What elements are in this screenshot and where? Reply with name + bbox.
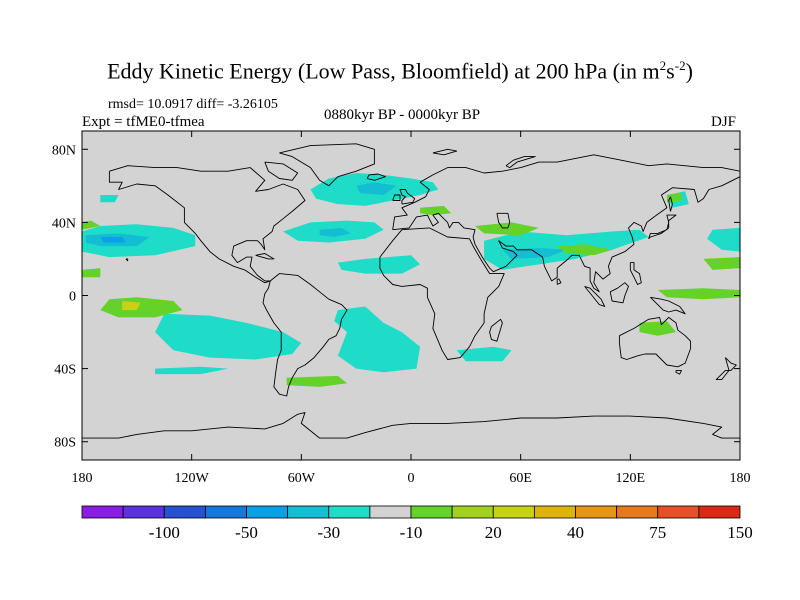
y-tick-label: 40S [54, 363, 76, 378]
colorbar-swatch [533, 505, 576, 519]
coastline-antarctica [82, 412, 740, 439]
period-label: 0880kyr BP - 0000kyr BP [324, 107, 481, 123]
stats-label: rmsd= 10.0917 diff= -3.26105 [108, 97, 278, 112]
anomaly-west-pacific-green [703, 257, 740, 270]
anomaly-australia-green [639, 321, 676, 336]
x-tick-label: 180 [730, 471, 751, 486]
colorbar-swatch [657, 505, 700, 519]
coastline-new-guinea [650, 296, 686, 315]
coastline-sumatra [584, 285, 606, 307]
anomaly-china-green [557, 244, 613, 256]
colorbar-swatch [287, 505, 330, 519]
y-tick-label: 0 [69, 290, 76, 305]
anomaly-alaska-small [100, 195, 119, 203]
colorbar-swatch [616, 505, 659, 519]
anomaly-north-africa [337, 255, 421, 274]
coastline-eurasia [392, 154, 740, 293]
colorbar-label: 20 [485, 523, 502, 542]
coastline-borneo [609, 282, 629, 304]
coastline-sri-lanka [556, 278, 562, 285]
coastline-philippines [629, 262, 642, 285]
anomaly-north-pacific-deep [100, 237, 126, 243]
coastline-svalbard [432, 148, 458, 156]
coastline-uk [399, 189, 416, 205]
colorbar-swatch [328, 505, 371, 519]
chart-title: Eddy Kinetic Energy (Low Pass, Bloomfiel… [107, 58, 693, 84]
x-tick-label: 60E [509, 471, 532, 486]
x-tick-label: 120W [175, 471, 210, 486]
coastline-australia [618, 316, 692, 368]
colorbar-swatch [369, 505, 412, 519]
anomaly-asia-core [502, 248, 567, 259]
colorbar-swatch [163, 505, 206, 519]
anomaly-north-atlantic-mid-core [319, 227, 351, 237]
coastline-greenland [279, 143, 375, 187]
colorbar-swatch [204, 505, 247, 519]
anomaly-europe-green [420, 205, 452, 216]
anomaly-west-pacific-east-green [82, 268, 101, 278]
anomaly-south-pacific-green [100, 297, 183, 318]
coastline-tasmania [675, 369, 682, 375]
experiment-label: Expt = tfME0-tfmea [82, 114, 205, 130]
coastline-cuba [255, 253, 275, 260]
colorbar-label: -100 [149, 523, 180, 542]
anomaly-asia-green [475, 222, 539, 236]
coastline-novaya-zemlya [505, 156, 536, 169]
anomaly-south-pacific-band [155, 313, 302, 360]
anomaly-west-pacific-east [657, 288, 740, 300]
coastline-africa [379, 227, 505, 360]
anomaly-north-atlantic-top-core [356, 182, 397, 195]
season-label: DJF [711, 114, 737, 130]
colorbar-label: -30 [317, 523, 340, 542]
colorbar-swatch [451, 505, 494, 519]
coastline-caspian [496, 212, 511, 229]
colorbar-label: -50 [235, 523, 258, 542]
anomaly-south-pacific-small [155, 366, 229, 375]
x-tick-label: 0 [408, 471, 415, 486]
coastline-madagascar [489, 318, 503, 342]
coastline-hawaii [125, 258, 129, 262]
anomaly-south-atlantic [334, 306, 421, 373]
x-tick-label: 60W [288, 471, 316, 486]
colorbar-swatch [410, 505, 453, 519]
anomaly-north-pacific-west [707, 227, 740, 252]
colorbar-label: -10 [400, 523, 423, 542]
y-tick-label: 40N [52, 216, 76, 231]
colorbar-swatch [492, 505, 535, 519]
colorbar-label: 150 [727, 523, 753, 542]
colorbar-label: 40 [567, 523, 584, 542]
coastline-new-zealand [715, 357, 737, 381]
anomaly-japan-green [666, 193, 682, 203]
coastline-north-america [108, 165, 306, 284]
y-tick-label: 80N [52, 143, 76, 158]
anomaly-indian-ocean-south [456, 346, 512, 362]
coastline-baffin [264, 161, 299, 181]
colorbar-swatch [698, 505, 741, 519]
coastline-japan [648, 214, 677, 240]
colorbar-swatch [122, 505, 165, 519]
coastline-south-america [262, 273, 348, 397]
coastline-iceland [366, 173, 386, 181]
anomaly-south-pacific-green-core [122, 301, 141, 311]
x-tick-label: 180 [72, 471, 93, 486]
colorbar-swatch [246, 505, 289, 519]
coastline-ireland [392, 194, 401, 201]
coastline-sakhalin [668, 196, 673, 212]
colorbar-label: 75 [649, 523, 666, 542]
x-tick-label: 120E [616, 471, 646, 486]
colorbar-swatch [81, 505, 124, 519]
anomaly-south-atlantic-green [286, 375, 347, 387]
colorbar-swatch [575, 505, 618, 519]
y-tick-label: 80S [54, 436, 76, 451]
